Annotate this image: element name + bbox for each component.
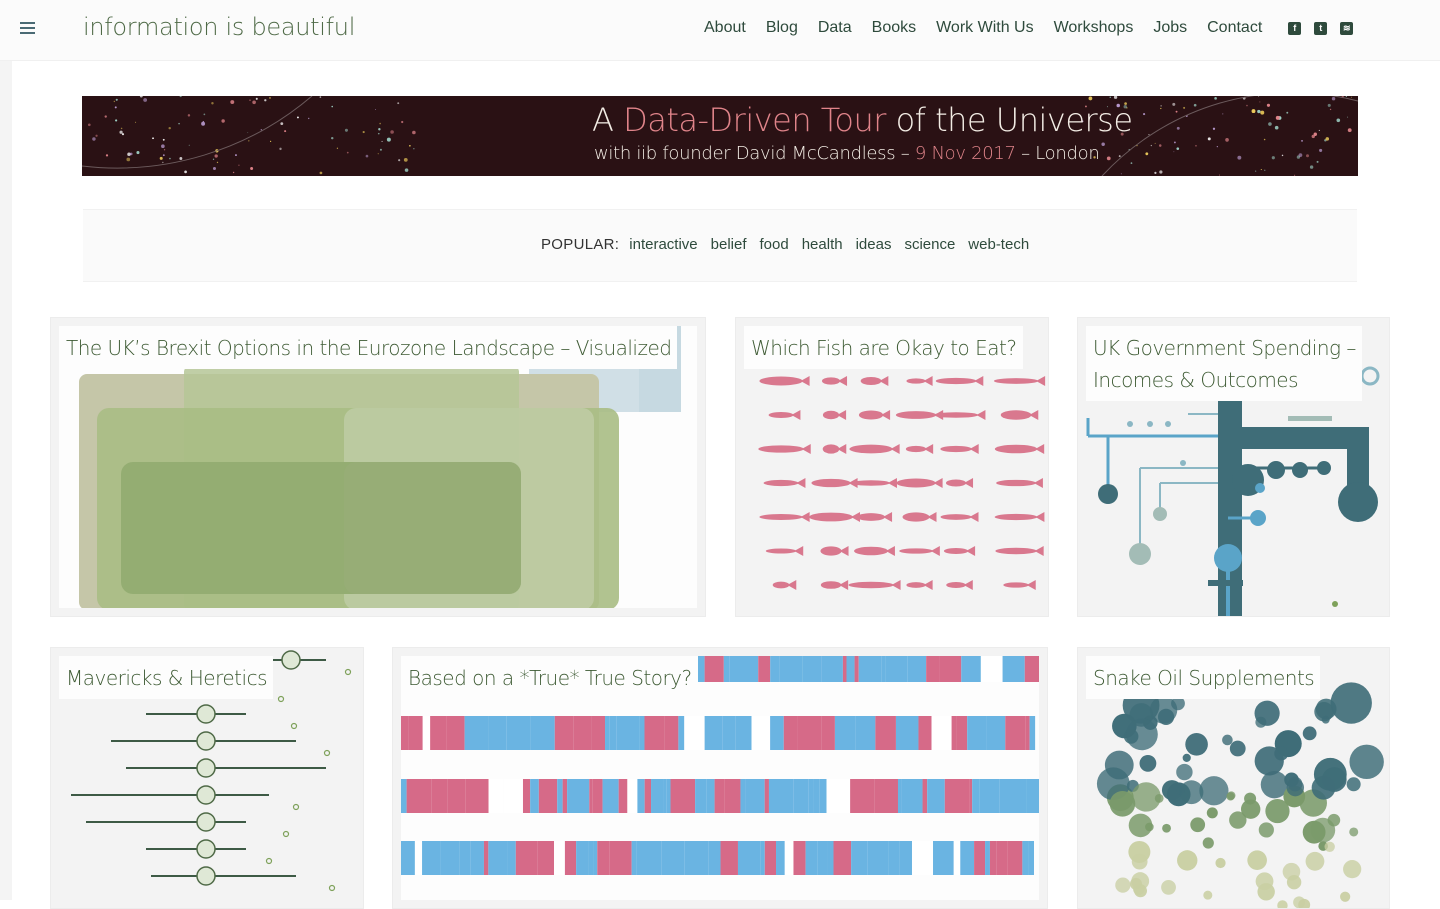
spending-thumbnail-graphic bbox=[1086, 366, 1380, 616]
nav-contact[interactable]: Contact bbox=[1207, 19, 1263, 36]
left-edge-strip bbox=[0, 0, 12, 900]
menu-icon[interactable] bbox=[20, 22, 35, 36]
card-based-on-true-story[interactable]: Based on a *True* True Story? bbox=[392, 647, 1048, 909]
card-thumbnail bbox=[59, 326, 697, 608]
nav-books[interactable]: Books bbox=[871, 19, 917, 36]
nav-about[interactable]: About bbox=[704, 19, 746, 36]
top-navigation-bar: information is beautiful About Blog Data… bbox=[0, 0, 1440, 61]
tag-ideas[interactable]: ideas bbox=[855, 236, 892, 253]
tag-interactive[interactable]: interactive bbox=[629, 236, 698, 253]
card-title[interactable]: Based on a *True* True Story? bbox=[401, 656, 698, 699]
facebook-icon[interactable]: f bbox=[1288, 21, 1302, 35]
card-uk-government-spending[interactable]: UK Government Spending – Incomes & Outcom… bbox=[1077, 317, 1390, 617]
banner-starfield-graphic bbox=[82, 96, 1358, 176]
card-title[interactable]: Mavericks & Heretics bbox=[59, 656, 273, 699]
snake-oil-thumbnail-graphic bbox=[1096, 682, 1384, 908]
tag-science[interactable]: science bbox=[904, 236, 956, 253]
tag-web-tech[interactable]: web-tech bbox=[968, 236, 1030, 253]
card-fish-okay-to-eat[interactable]: Which Fish are Okay to Eat? bbox=[735, 317, 1049, 617]
nav-jobs[interactable]: Jobs bbox=[1153, 19, 1188, 36]
tag-belief[interactable]: belief bbox=[710, 236, 747, 253]
card-brexit-options[interactable]: The UK’s Brexit Options in the Eurozone … bbox=[50, 317, 706, 617]
nav-blog[interactable]: Blog bbox=[765, 19, 798, 36]
popular-tags-bar: POPULAR: interactive belief food health … bbox=[83, 209, 1357, 282]
site-logo[interactable]: information is beautiful bbox=[83, 13, 356, 41]
rss-icon[interactable]: ≋ bbox=[1340, 21, 1354, 35]
card-title[interactable]: Which Fish are Okay to Eat? bbox=[744, 326, 1023, 369]
tag-food[interactable]: food bbox=[759, 236, 789, 253]
card-title[interactable]: Snake Oil Supplements bbox=[1086, 656, 1321, 699]
twitter-icon[interactable]: t bbox=[1314, 21, 1328, 35]
tag-health[interactable]: health bbox=[801, 236, 843, 253]
popular-label: POPULAR: bbox=[541, 236, 620, 253]
main-nav: About Blog Data Books Work With Us Works… bbox=[704, 19, 1360, 37]
card-title[interactable]: UK Government Spending – Incomes & Outcom… bbox=[1086, 326, 1362, 401]
card-mavericks-heretics[interactable]: Mavericks & Heretics bbox=[50, 647, 364, 909]
nav-data[interactable]: Data bbox=[817, 19, 852, 36]
nav-work-with-us[interactable]: Work With Us bbox=[936, 19, 1034, 36]
banner-subline: with iib founder David McCandless – 9 No… bbox=[594, 143, 1100, 164]
card-title[interactable]: The UK’s Brexit Options in the Eurozone … bbox=[59, 326, 678, 369]
true-story-thumbnail-graphic bbox=[401, 656, 1039, 875]
brexit-thumbnail-graphic bbox=[79, 326, 681, 608]
nav-workshops[interactable]: Workshops bbox=[1053, 19, 1134, 36]
card-snake-oil-supplements[interactable]: Snake Oil Supplements bbox=[1077, 647, 1390, 909]
fish-thumbnail-graphic bbox=[758, 376, 1046, 590]
event-banner[interactable]: A Data-Driven Tour of the Universe with … bbox=[82, 96, 1358, 176]
banner-headline: A Data-Driven Tour of the Universe bbox=[592, 101, 1133, 139]
